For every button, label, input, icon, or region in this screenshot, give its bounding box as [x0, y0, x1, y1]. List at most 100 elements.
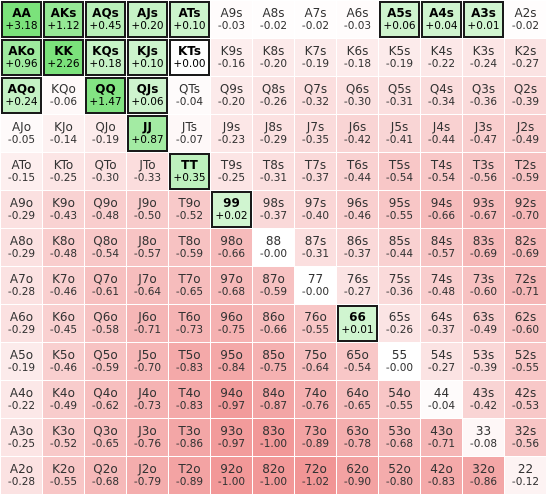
hand-cell-K7o[interactable]: K7o -0.46 — [43, 267, 84, 304]
hand-cell-62s[interactable]: 62s -0.60 — [505, 305, 546, 342]
hand-cell-96s[interactable]: 96s -0.46 — [337, 191, 378, 228]
hand-cell-ATs[interactable]: ATs +0.10 — [169, 1, 210, 38]
hand-cell-J5s[interactable]: J5s -0.41 — [379, 115, 420, 152]
hand-cell-K5o[interactable]: K5o -0.46 — [43, 343, 84, 380]
hand-cell-86o[interactable]: 86o -0.66 — [253, 305, 294, 342]
hand-cell-33[interactable]: 33 -0.08 — [463, 419, 504, 456]
hand-cell-87s[interactable]: 87s -0.31 — [295, 229, 336, 266]
hand-cell-J9o[interactable]: J9o -0.50 — [127, 191, 168, 228]
hand-cell-KK[interactable]: KK +2.26 — [43, 39, 84, 76]
hand-cell-62o[interactable]: 62o -0.90 — [337, 457, 378, 494]
hand-cell-76o[interactable]: 76o -0.55 — [295, 305, 336, 342]
hand-cell-KQo[interactable]: KQo -0.06 — [43, 77, 84, 114]
hand-cell-A7o[interactable]: A7o -0.28 — [1, 267, 42, 304]
hand-cell-ATo[interactable]: ATo -0.15 — [1, 153, 42, 190]
hand-cell-K6s[interactable]: K6s -0.18 — [337, 39, 378, 76]
hand-cell-95o[interactable]: 95o -0.84 — [211, 343, 252, 380]
hand-cell-K5s[interactable]: K5s -0.19 — [379, 39, 420, 76]
hand-cell-82o[interactable]: 82o -1.00 — [253, 457, 294, 494]
hand-cell-J4s[interactable]: J4s -0.44 — [421, 115, 462, 152]
hand-cell-J6o[interactable]: J6o -0.71 — [127, 305, 168, 342]
hand-cell-77[interactable]: 77 -0.00 — [295, 267, 336, 304]
hand-cell-T8s[interactable]: T8s -0.31 — [253, 153, 294, 190]
hand-cell-99[interactable]: 99 +0.02 — [211, 191, 252, 228]
hand-cell-T8o[interactable]: T8o -0.59 — [169, 229, 210, 266]
hand-cell-T2s[interactable]: T2s -0.59 — [505, 153, 546, 190]
hand-cell-K2s[interactable]: K2s -0.27 — [505, 39, 546, 76]
hand-cell-A5s[interactable]: A5s +0.06 — [379, 1, 420, 38]
hand-cell-42s[interactable]: 42s -0.53 — [505, 381, 546, 418]
hand-cell-92o[interactable]: 92o -1.00 — [211, 457, 252, 494]
hand-cell-AQo[interactable]: AQo +0.24 — [1, 77, 42, 114]
hand-cell-J7o[interactable]: J7o -0.64 — [127, 267, 168, 304]
hand-cell-J2s[interactable]: J2s -0.49 — [505, 115, 546, 152]
hand-cell-55[interactable]: 55 -0.00 — [379, 343, 420, 380]
hand-cell-83o[interactable]: 83o -1.00 — [253, 419, 294, 456]
hand-cell-Q8o[interactable]: Q8o -0.54 — [85, 229, 126, 266]
hand-cell-T3o[interactable]: T3o -0.86 — [169, 419, 210, 456]
hand-cell-KJo[interactable]: KJo -0.14 — [43, 115, 84, 152]
hand-cell-98s[interactable]: 98s -0.37 — [253, 191, 294, 228]
hand-cell-Q3s[interactable]: Q3s -0.36 — [463, 77, 504, 114]
hand-cell-97o[interactable]: 97o -0.68 — [211, 267, 252, 304]
hand-cell-94s[interactable]: 94s -0.66 — [421, 191, 462, 228]
hand-cell-AJs[interactable]: AJs +0.20 — [127, 1, 168, 38]
hand-cell-K7s[interactable]: K7s -0.19 — [295, 39, 336, 76]
hand-cell-KTs[interactable]: KTs +0.00 — [169, 39, 210, 76]
hand-cell-63o[interactable]: 63o -0.78 — [337, 419, 378, 456]
hand-cell-A6o[interactable]: A6o -0.29 — [1, 305, 42, 342]
hand-cell-T3s[interactable]: T3s -0.56 — [463, 153, 504, 190]
hand-cell-JJ[interactable]: JJ +0.87 — [127, 115, 168, 152]
hand-cell-JTo[interactable]: JTo -0.33 — [127, 153, 168, 190]
hand-cell-K6o[interactable]: K6o -0.45 — [43, 305, 84, 342]
hand-cell-32s[interactable]: 32s -0.56 — [505, 419, 546, 456]
hand-cell-74s[interactable]: 74s -0.48 — [421, 267, 462, 304]
hand-cell-32o[interactable]: 32o -0.86 — [463, 457, 504, 494]
hand-cell-QTo[interactable]: QTo -0.30 — [85, 153, 126, 190]
hand-cell-Q6s[interactable]: Q6s -0.30 — [337, 77, 378, 114]
hand-cell-Q7o[interactable]: Q7o -0.61 — [85, 267, 126, 304]
hand-cell-Q8s[interactable]: Q8s -0.26 — [253, 77, 294, 114]
hand-cell-Q2s[interactable]: Q2s -0.39 — [505, 77, 546, 114]
hand-cell-75o[interactable]: 75o -0.64 — [295, 343, 336, 380]
hand-cell-54s[interactable]: 54s -0.27 — [421, 343, 462, 380]
hand-cell-T6s[interactable]: T6s -0.44 — [337, 153, 378, 190]
hand-cell-KQs[interactable]: KQs +0.18 — [85, 39, 126, 76]
hand-cell-74o[interactable]: 74o -0.76 — [295, 381, 336, 418]
hand-cell-88[interactable]: 88 -0.00 — [253, 229, 294, 266]
hand-cell-JTs[interactable]: JTs -0.07 — [169, 115, 210, 152]
hand-cell-53o[interactable]: 53o -0.68 — [379, 419, 420, 456]
hand-cell-A3s[interactable]: A3s +0.01 — [463, 1, 504, 38]
hand-cell-87o[interactable]: 87o -0.59 — [253, 267, 294, 304]
hand-cell-K2o[interactable]: K2o -0.55 — [43, 457, 84, 494]
hand-cell-T7o[interactable]: T7o -0.65 — [169, 267, 210, 304]
hand-cell-J4o[interactable]: J4o -0.73 — [127, 381, 168, 418]
hand-cell-Q4o[interactable]: Q4o -0.62 — [85, 381, 126, 418]
hand-cell-85s[interactable]: 85s -0.44 — [379, 229, 420, 266]
hand-cell-K9o[interactable]: K9o -0.43 — [43, 191, 84, 228]
hand-cell-A4o[interactable]: A4o -0.22 — [1, 381, 42, 418]
hand-cell-43o[interactable]: 43o -0.71 — [421, 419, 462, 456]
hand-cell-52s[interactable]: 52s -0.55 — [505, 343, 546, 380]
hand-cell-63s[interactable]: 63s -0.49 — [463, 305, 504, 342]
hand-cell-93s[interactable]: 93s -0.67 — [463, 191, 504, 228]
hand-cell-J5o[interactable]: J5o -0.70 — [127, 343, 168, 380]
hand-cell-K4o[interactable]: K4o -0.49 — [43, 381, 84, 418]
hand-cell-AQs[interactable]: AQs +0.45 — [85, 1, 126, 38]
hand-cell-73o[interactable]: 73o -0.89 — [295, 419, 336, 456]
hand-cell-Q9s[interactable]: Q9s -0.20 — [211, 77, 252, 114]
hand-cell-A9s[interactable]: A9s -0.03 — [211, 1, 252, 38]
hand-cell-J8s[interactable]: J8s -0.29 — [253, 115, 294, 152]
hand-cell-54o[interactable]: 54o -0.55 — [379, 381, 420, 418]
hand-cell-T5o[interactable]: T5o -0.83 — [169, 343, 210, 380]
hand-cell-Q6o[interactable]: Q6o -0.58 — [85, 305, 126, 342]
hand-cell-96o[interactable]: 96o -0.75 — [211, 305, 252, 342]
hand-cell-J6s[interactable]: J6s -0.42 — [337, 115, 378, 152]
hand-cell-A2s[interactable]: A2s -0.02 — [505, 1, 546, 38]
hand-cell-K9s[interactable]: K9s -0.16 — [211, 39, 252, 76]
hand-cell-22[interactable]: 22 -0.12 — [505, 457, 546, 494]
hand-cell-92s[interactable]: 92s -0.70 — [505, 191, 546, 228]
hand-cell-98o[interactable]: 98o -0.66 — [211, 229, 252, 266]
hand-cell-53s[interactable]: 53s -0.39 — [463, 343, 504, 380]
hand-cell-KJs[interactable]: KJs +0.10 — [127, 39, 168, 76]
